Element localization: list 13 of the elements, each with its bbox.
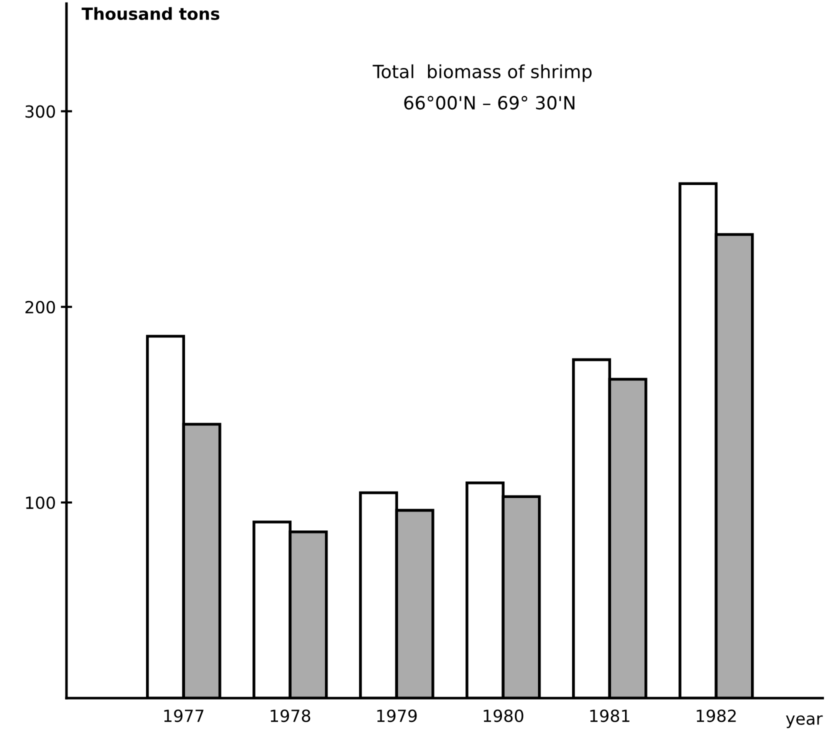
text: Total biomass of shrimp	[372, 64, 592, 82]
y-tick-label: 100	[26, 496, 55, 510]
x-tick-label: 1977	[164, 710, 204, 722]
x-axis-title: year	[786, 715, 823, 728]
x-tick-label: 1982	[696, 710, 736, 722]
y-tick-label: 200	[25, 300, 55, 314]
x-tick-label: 1981	[590, 710, 630, 722]
text: 66°00'N – 69° 30'N	[404, 96, 574, 110]
x-tick-label: 1979	[377, 710, 417, 722]
y-tick-label: 300	[26, 105, 55, 118]
x-tick-label: 1980	[484, 710, 524, 722]
y-axis-title: Thousand tons	[82, 7, 220, 20]
x-tick-label: 1978	[270, 710, 310, 722]
